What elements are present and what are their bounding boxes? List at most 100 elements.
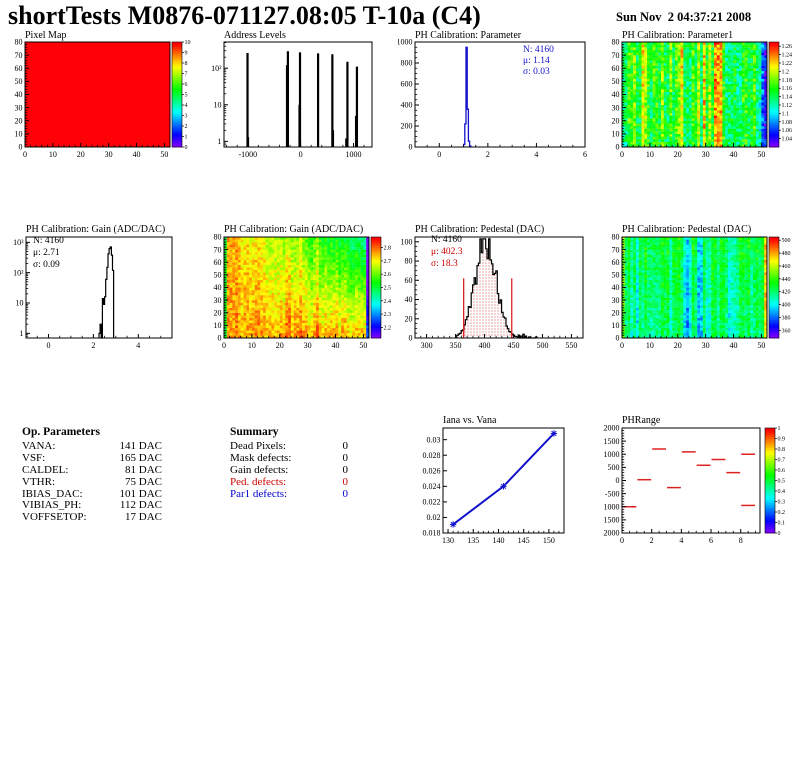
- op-parameters-title: Op. Parameters: [22, 426, 100, 438]
- svg-text:30: 30: [214, 296, 222, 305]
- summary-block: Summary Dead Pixels: 0 Mask defects: 0 Gai…: [230, 426, 348, 500]
- svg-text:2.5: 2.5: [384, 286, 392, 292]
- svg-text:1: 1: [218, 137, 222, 146]
- panel-ph-calibration-parameter1-map: 1.04 1.06 1.08 1.1 1.12 1.14 1.16 1.18 1.2 1.22 1.…: [597, 30, 796, 162]
- chart-ph_range: 00.10.20.30.40.50.60.70.80.910 2 4 6 8200015…: [604, 415, 786, 545]
- summary-value: 0: [342, 440, 349, 452]
- chart-param1_map: 1.04 1.06 1.08 1.1 1.12 1.14 1.16 1.18 1.2 1.22 1.…: [612, 30, 793, 159]
- svg-text:60: 60: [405, 276, 413, 285]
- svg-text:3: 3: [185, 114, 188, 120]
- svg-text:7: 7: [185, 72, 188, 78]
- svg-text:10: 10: [612, 130, 620, 139]
- page-title: shortTests M0876-071127.08:05 T-10a (C4): [8, 1, 481, 30]
- summary-label: Par1 defects:: [230, 487, 288, 500]
- svg-text:50: 50: [612, 77, 620, 86]
- svg-text:2.2: 2.2: [384, 325, 392, 331]
- parameter-row: CALDEL: 81 DAC: [22, 464, 162, 477]
- panel-pedestal-histogram: 300 350 400 450 500 550 0 20 40 60 80 100 PH Calibra…: [398, 220, 597, 354]
- svg-text:50: 50: [757, 150, 765, 159]
- svg-text:10: 10: [185, 40, 191, 46]
- svg-text:8: 8: [185, 61, 188, 67]
- svg-text:5: 5: [185, 93, 188, 99]
- summary-title: Summary: [230, 426, 279, 438]
- svg-text:μ: 402.3: μ: 402.3: [431, 247, 463, 257]
- svg-text:-1000: -1000: [238, 150, 257, 159]
- parameter-label: IBIAS_DAC:: [22, 487, 83, 500]
- svg-text:N: 4160: N: 4160: [33, 236, 64, 246]
- parameter-label: VIBIAS_PH:: [22, 499, 82, 512]
- svg-text:0: 0: [437, 150, 441, 159]
- parameter-value: 17 DAC: [125, 511, 162, 524]
- svg-text:30: 30: [304, 341, 312, 350]
- svg-text:2.4: 2.4: [384, 299, 392, 305]
- svg-text:80: 80: [612, 38, 620, 47]
- svg-text:20: 20: [214, 308, 222, 317]
- svg-text:N: 4160: N: 4160: [523, 45, 554, 55]
- svg-text:6: 6: [583, 150, 587, 159]
- svg-text:2: 2: [486, 150, 490, 159]
- summary-label: Dead Pixels:: [230, 440, 286, 452]
- svg-text:10²: 10²: [211, 64, 222, 73]
- svg-text:40: 40: [612, 90, 620, 99]
- svg-text:1.2: 1.2: [782, 69, 790, 75]
- svg-text:400: 400: [479, 341, 491, 350]
- svg-text:0: 0: [23, 150, 27, 159]
- svg-text:1.08: 1.08: [782, 120, 793, 126]
- panel-ph-calibration-parameter: 0 2 4 6 0 200 400 600 800 1000 PH Calibration: Par…: [398, 30, 597, 162]
- svg-text:80: 80: [405, 257, 413, 266]
- panel-gain-histogram: 0 2 4 1 10 10² 10³ PH Calibration: Gain (ADC/DA…: [0, 220, 199, 354]
- svg-text:1.12: 1.12: [782, 103, 793, 109]
- svg-text:100: 100: [401, 238, 413, 247]
- summary-value: 0: [342, 475, 349, 488]
- svg-text:10: 10: [214, 321, 222, 330]
- svg-text:50: 50: [359, 341, 367, 350]
- op-parameters-block: Op. Parameters VANA: 141 DAC VSF: 165 DAC …: [22, 426, 162, 524]
- parameter-label: VTHR:: [22, 475, 55, 488]
- summary-row: Ped. defects: 0: [230, 475, 349, 489]
- svg-text:0: 0: [620, 150, 624, 159]
- svg-text:20: 20: [405, 314, 413, 323]
- svg-text:600: 600: [401, 80, 413, 89]
- svg-text:10³: 10³: [13, 238, 24, 247]
- timestamp: Sun Nov 2 04:37:21 2008: [616, 10, 752, 24]
- parameter-row: VOFFSETOP: 17 DAC: [22, 511, 162, 524]
- svg-text:50: 50: [214, 271, 222, 280]
- svg-text:1.26: 1.26: [782, 44, 793, 50]
- parameter-row: VANA: 141 DAC: [22, 440, 162, 453]
- svg-text:1: 1: [185, 135, 188, 141]
- svg-text:800: 800: [401, 59, 413, 68]
- svg-text:1.24: 1.24: [782, 53, 793, 59]
- svg-text:40: 40: [214, 283, 222, 292]
- svg-text:0: 0: [218, 334, 222, 343]
- svg-text:0: 0: [299, 150, 303, 159]
- svg-text:30: 30: [702, 150, 710, 159]
- parameter-row: VTHR: 75 DAC: [22, 475, 162, 489]
- svg-text:2: 2: [185, 124, 188, 130]
- svg-text:60: 60: [612, 64, 620, 73]
- svg-text:300: 300: [421, 341, 433, 350]
- svg-text:40: 40: [332, 341, 340, 350]
- svg-text:1.22: 1.22: [782, 61, 793, 67]
- summary-row: Gain defects: 0: [230, 463, 348, 477]
- svg-text:2.7: 2.7: [384, 259, 392, 265]
- svg-text:50: 50: [160, 150, 168, 159]
- summary-label: Ped. defects:: [230, 475, 287, 488]
- svg-text:10: 10: [16, 299, 24, 308]
- summary-value: 0: [342, 451, 349, 464]
- svg-text:9: 9: [185, 51, 188, 57]
- summary-label: Gain defects:: [230, 463, 289, 476]
- svg-text:μ: 1.14: μ: 1.14: [523, 56, 550, 66]
- panel-iana-vs-vana: 130 135 140 145 150 0.018 0.02 0.022 0.024 0.026 0…: [398, 411, 597, 549]
- svg-text:Pixel Map: Pixel Map: [25, 30, 66, 41]
- svg-text:10: 10: [49, 150, 57, 159]
- svg-text:4: 4: [185, 103, 188, 109]
- svg-text:70: 70: [214, 245, 222, 254]
- svg-text:4: 4: [136, 341, 140, 350]
- svg-text:30: 30: [612, 103, 620, 112]
- svg-text:2.8: 2.8: [384, 246, 392, 252]
- svg-text:30: 30: [15, 103, 23, 112]
- parameter-row: VSF: 165 DAC: [22, 452, 162, 465]
- summary-row: Mask defects: 0: [230, 451, 349, 465]
